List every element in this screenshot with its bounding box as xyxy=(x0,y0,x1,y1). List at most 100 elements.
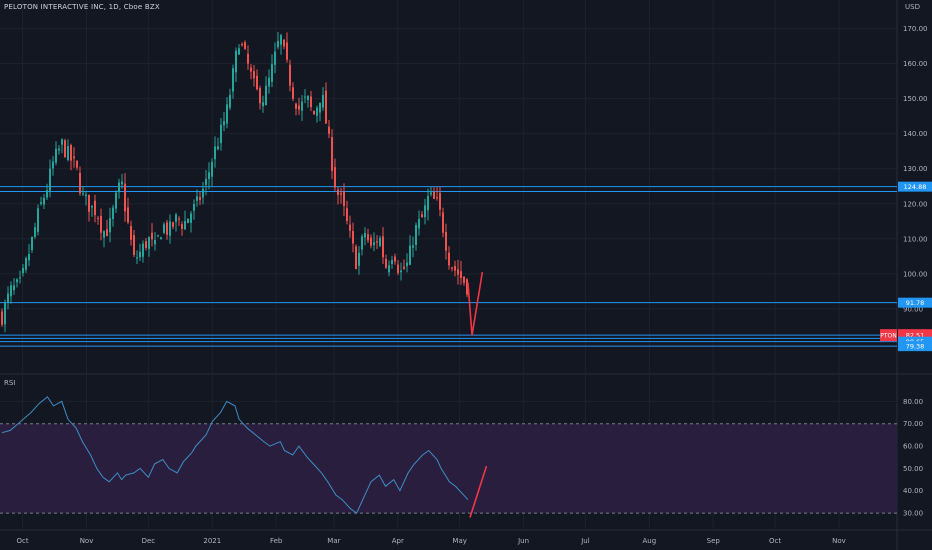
time-tick-label: Nov xyxy=(80,537,94,545)
candle-body xyxy=(367,234,369,241)
candle-body xyxy=(1,311,3,325)
candle-body xyxy=(259,88,261,104)
rsi-panel-label: RSI xyxy=(4,379,16,387)
candle-body xyxy=(274,51,276,65)
candle-body xyxy=(418,218,420,229)
candle-body xyxy=(175,214,177,222)
candle-body xyxy=(331,137,333,171)
candle-body xyxy=(145,241,147,249)
candle-body xyxy=(439,192,441,210)
candle-body xyxy=(358,252,360,266)
candle-body xyxy=(40,202,42,204)
candle-body xyxy=(250,67,252,72)
candle-body xyxy=(13,285,15,291)
candle-body xyxy=(67,146,69,160)
candle-body xyxy=(394,256,396,262)
candle-body xyxy=(466,279,468,295)
candle-body xyxy=(382,236,384,258)
candle-body xyxy=(307,95,309,101)
candle-body xyxy=(55,148,57,163)
candle-body xyxy=(109,218,111,233)
candle-body xyxy=(124,183,126,212)
candle-body xyxy=(322,95,324,108)
candle-body xyxy=(277,40,279,48)
candle-body xyxy=(151,232,153,240)
candle-body xyxy=(37,208,39,232)
candle-body xyxy=(454,266,456,271)
candle-body xyxy=(262,102,264,107)
candle-body xyxy=(373,242,375,246)
candle-body xyxy=(403,266,405,269)
candle-body xyxy=(295,103,297,109)
level-price-label: 124.88 xyxy=(904,183,927,191)
candle-body xyxy=(325,90,327,124)
axes: Oct Nov Dec 2021 Feb Mar Apr May Jun Jul Aug Sep Oct… xyxy=(17,25,928,545)
candle-body xyxy=(421,214,423,218)
candle-body xyxy=(160,237,162,240)
candle-body xyxy=(115,192,117,209)
candle-body xyxy=(412,245,414,248)
candle-body xyxy=(103,231,105,238)
candle-body xyxy=(328,126,330,134)
price-trend-drawing xyxy=(471,271,484,336)
candle-body xyxy=(457,269,459,275)
rsi-tick-label: 80.00 xyxy=(903,398,923,406)
candle-body xyxy=(178,218,180,220)
candle-body xyxy=(28,254,30,261)
level-price-tag xyxy=(898,341,932,352)
candle-body xyxy=(88,194,90,212)
candle-body xyxy=(97,218,99,220)
candle-body xyxy=(316,107,318,116)
candle-body xyxy=(139,251,141,258)
candle-body xyxy=(118,182,120,193)
candle-body xyxy=(73,156,75,159)
ticker-label: PTON xyxy=(880,333,897,340)
time-tick-label: Feb xyxy=(270,537,283,545)
candle-body xyxy=(301,101,303,111)
candle-body xyxy=(25,258,27,270)
time-tick-label: Nov xyxy=(832,537,846,545)
candle-body xyxy=(34,227,36,237)
candle-body xyxy=(292,87,294,99)
candle-body xyxy=(463,276,465,283)
candle-body xyxy=(172,222,174,227)
candle-body xyxy=(196,196,198,201)
candle-body xyxy=(70,145,72,161)
candle-body xyxy=(76,160,78,168)
rsi-tick-label: 70.00 xyxy=(903,420,923,428)
currency-label[interactable]: USD xyxy=(905,3,920,11)
candle-body xyxy=(379,237,381,246)
candle-body xyxy=(106,229,108,237)
level-price-label: 91.78 xyxy=(906,299,925,307)
candle-body xyxy=(49,168,51,191)
horizontal-lines[interactable] xyxy=(0,186,897,347)
candle-body xyxy=(298,105,300,110)
candle-body xyxy=(334,167,336,188)
price-tick-label: 160.00 xyxy=(903,60,928,68)
candle-body xyxy=(343,191,345,206)
rsi-tick-label: 60.00 xyxy=(903,443,923,451)
candle-body xyxy=(337,189,339,196)
candle-body xyxy=(244,42,246,49)
candle-body xyxy=(130,226,132,240)
candles xyxy=(1,31,468,333)
candle-body xyxy=(385,258,387,268)
candle-body xyxy=(217,146,219,150)
candle-body xyxy=(19,277,21,279)
candle-body xyxy=(427,196,429,211)
candle-body xyxy=(43,197,45,205)
trend-drawings[interactable] xyxy=(467,271,488,518)
candle-body xyxy=(7,293,9,303)
candle-body xyxy=(271,64,273,82)
candle-body xyxy=(100,216,102,233)
candle-body xyxy=(4,302,6,325)
candle-body xyxy=(199,197,201,200)
candle-body xyxy=(232,68,234,92)
candle-body xyxy=(388,265,390,273)
candle-body xyxy=(280,35,282,45)
candle-body xyxy=(31,236,33,251)
candle-body xyxy=(202,188,204,198)
candle-body xyxy=(319,102,321,113)
candle-body xyxy=(268,77,270,87)
